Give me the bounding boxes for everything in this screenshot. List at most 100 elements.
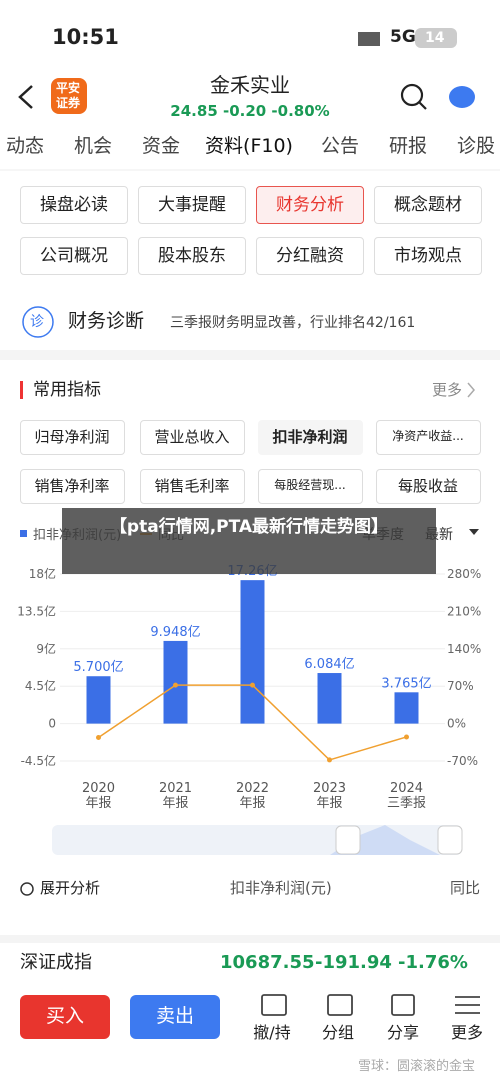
indicator-button[interactable]	[258, 420, 363, 455]
watermark: 雪球：圆滚滚的金宝	[358, 1059, 476, 1074]
button-label: 股本股东	[158, 246, 226, 266]
diagnosis-icon: 诊	[30, 314, 44, 330]
tab-button[interactable]	[374, 237, 482, 275]
indicator-button[interactable]	[20, 420, 125, 455]
line-point	[173, 682, 178, 688]
sell-button[interactable]: 卖出	[155, 1005, 195, 1027]
bar	[317, 673, 342, 724]
tab-button[interactable]	[138, 186, 246, 224]
toolbar-item[interactable]: 分享	[386, 1023, 420, 1042]
y2-tick-label: 210%	[447, 604, 481, 618]
diagnosis-title: 财务诊断	[68, 310, 145, 332]
banner-text: 【pta行情网,PTA最新行情走势图】	[109, 517, 389, 537]
x-tick-sublabel: 年报	[85, 796, 111, 811]
tab-button[interactable]	[256, 237, 364, 275]
button-label: 分红融资	[276, 246, 344, 266]
indicator-button[interactable]	[376, 420, 481, 455]
indicator-label: 每股收益	[397, 477, 459, 495]
index-name: 深证成指	[20, 952, 92, 973]
line-point	[404, 734, 409, 740]
line-point	[327, 757, 332, 763]
stock-quote: 24.85 -0.20 -0.80%	[170, 102, 330, 120]
indicator-button[interactable]	[376, 469, 481, 504]
x-tick-label: 2021	[159, 781, 192, 796]
x-tick-label: 2020	[82, 781, 115, 796]
tab[interactable]: 资金	[141, 135, 181, 157]
x-tick-sublabel: 年报	[316, 796, 342, 811]
indicator-label: 每股经营现...	[274, 478, 346, 492]
indicator-button[interactable]	[140, 469, 245, 504]
x-tick-sublabel: 年报	[162, 796, 188, 811]
value-label: 9.948亿	[150, 625, 200, 640]
x-tick-label: 2024	[390, 781, 423, 796]
banner	[62, 508, 436, 574]
bar	[86, 676, 111, 724]
button-label: 市场观点	[394, 246, 462, 266]
index-price: 10687.55	[220, 952, 315, 973]
tab[interactable]: 研报	[388, 135, 428, 157]
y-tick-label: -4.5亿	[21, 753, 56, 768]
value-label: 6.084亿	[304, 657, 354, 672]
tab-button[interactable]	[138, 237, 246, 275]
y2-tick-label: 70%	[447, 679, 474, 693]
tab[interactable]: 资料(F10)	[205, 135, 293, 157]
indicator-label: 销售毛利率	[154, 477, 230, 495]
section-title: 常用指标	[33, 380, 101, 400]
indicator-label: 归母净利润	[34, 428, 110, 446]
x-tick-sublabel: 年报	[239, 796, 265, 811]
toolbar-item[interactable]: 撤/持	[253, 1023, 291, 1042]
y-tick-label: 18亿	[29, 566, 56, 581]
tab-button[interactable]	[374, 186, 482, 224]
network: 5G	[390, 27, 416, 47]
metric-label: 扣非净利润(元)	[230, 879, 332, 897]
button-label: 操盘必读	[40, 195, 108, 215]
y-tick-label: 4.5亿	[25, 678, 56, 693]
buy-button[interactable]: 买入	[45, 1005, 85, 1027]
indicator-label: 扣非净利润	[272, 428, 348, 446]
indicator-label: 净资产收益...	[392, 429, 464, 443]
bar	[394, 692, 419, 724]
value-label: 5.700亿	[73, 660, 123, 675]
button-label: 财务分析	[276, 195, 344, 215]
indicator-button[interactable]	[258, 469, 363, 504]
tab[interactable]: 公告	[320, 135, 360, 157]
logo-text: 平安	[56, 81, 81, 95]
indicator-label: 营业总收入	[154, 428, 230, 446]
y-tick-label: 0	[48, 717, 56, 731]
x-tick-label: 2023	[313, 781, 346, 796]
indicator-button[interactable]	[20, 469, 125, 504]
bar	[163, 640, 188, 724]
tab-button[interactable]	[256, 186, 364, 224]
tab-button[interactable]	[20, 186, 128, 224]
y2-tick-label: -70%	[447, 754, 478, 768]
line-point	[250, 682, 255, 688]
indicator-button[interactable]	[140, 420, 245, 455]
compare-label: 同比	[450, 879, 481, 897]
toolbar-item[interactable]: 分组	[321, 1023, 355, 1042]
more-link[interactable]: 更多	[432, 381, 463, 399]
x-tick-sublabel: 三季报	[387, 796, 426, 811]
y2-tick-label: 0%	[447, 717, 466, 731]
y2-tick-label: 140%	[447, 642, 481, 656]
legend-swatch	[20, 530, 27, 537]
tab-button[interactable]	[20, 237, 128, 275]
toolbar-item[interactable]: 更多	[450, 1023, 484, 1042]
y-tick-label: 13.5亿	[17, 603, 56, 618]
index-change: -191.94	[315, 952, 392, 973]
indicator-label: 销售净利率	[34, 477, 110, 495]
button-label: 大事提醒	[158, 195, 226, 215]
battery: 14	[425, 30, 445, 46]
button-label: 概念题材	[394, 195, 462, 215]
tab[interactable]: 诊股	[456, 135, 496, 157]
y2-tick-label: 280%	[447, 567, 481, 581]
y-tick-label: 9亿	[36, 641, 56, 656]
x-tick-label: 2022	[236, 781, 269, 796]
tab[interactable]: 动态	[5, 135, 45, 157]
tab[interactable]: 机会	[73, 135, 113, 157]
logo-text: 证券	[56, 96, 81, 110]
button-label: 公司概况	[40, 246, 108, 266]
expand-analysis[interactable]: 展开分析	[40, 879, 101, 897]
